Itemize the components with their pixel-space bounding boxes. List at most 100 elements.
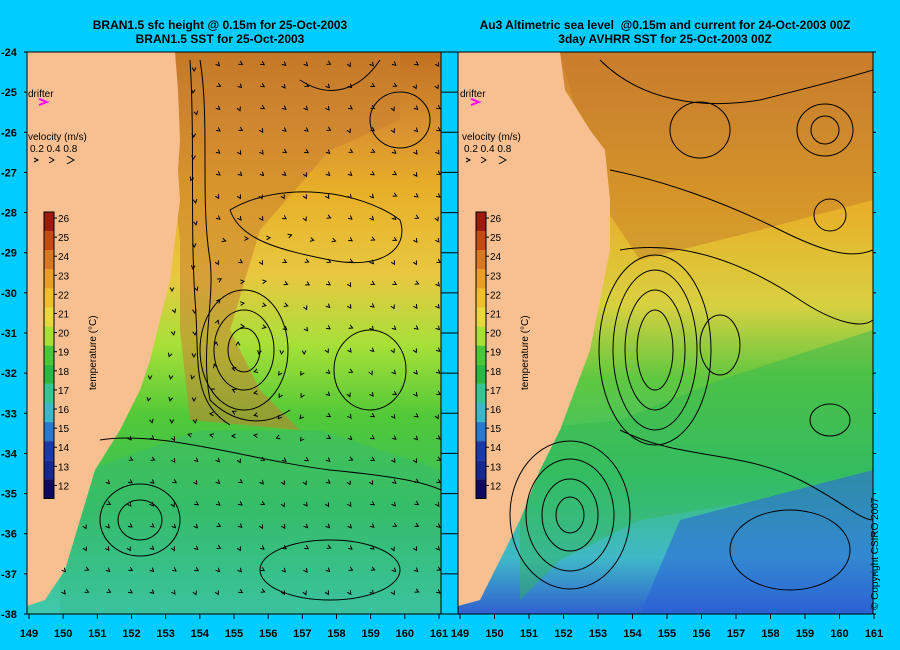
current-vector (187, 433, 193, 438)
right-colorbar: 26 25 24 23 22 21 20 19 18 17 16 15 14 13 12 (475, 211, 502, 499)
current-vector (392, 170, 398, 176)
current-vector (303, 305, 308, 311)
current-vector (191, 397, 197, 403)
current-vector (257, 349, 262, 355)
longitude-tick-label: 159 (361, 628, 379, 640)
latitude-tick-label: -26 (1, 127, 17, 139)
current-vector (191, 155, 196, 161)
latitude-axis: -24 -25 -26 -27 -28 -29 -30 -31 -32 -33 -34 -35 -36 -… (1, 47, 876, 621)
colorbar-tick-label: 19 (58, 348, 70, 359)
current-vector (260, 60, 266, 66)
current-vector (84, 566, 90, 571)
left-warm-current-core (170, 52, 400, 430)
colorbar-swatch (476, 212, 486, 232)
current-vector (231, 366, 237, 372)
current-vector (325, 303, 331, 309)
current-vector (238, 258, 244, 264)
current-vector (413, 567, 419, 573)
current-vector (281, 83, 286, 89)
left-drifter-label: drifter (28, 89, 54, 100)
current-vector (390, 414, 396, 419)
current-vector (413, 304, 418, 309)
current-vector (370, 566, 376, 571)
current-vector (303, 127, 309, 132)
current-vector (390, 260, 396, 266)
left-ssh-contours (99, 59, 441, 601)
current-vector (413, 193, 419, 198)
current-vector (435, 523, 441, 528)
current-vector (259, 479, 264, 485)
right-land-mask (458, 52, 610, 606)
current-vector (325, 457, 331, 462)
current-vector (304, 148, 310, 154)
longitude-tick-label: 161 (865, 628, 883, 640)
current-vector (167, 352, 173, 358)
current-vector (348, 456, 354, 461)
current-vector (324, 194, 330, 200)
current-vector (238, 478, 244, 484)
current-vector (392, 236, 398, 241)
current-vector (168, 374, 174, 380)
current-vector (190, 265, 196, 270)
current-vector (193, 480, 198, 485)
current-vector (346, 128, 351, 134)
current-vector (325, 391, 331, 397)
current-vector (347, 523, 352, 529)
current-vector (392, 82, 398, 87)
current-vector (147, 375, 153, 381)
current-vector (171, 308, 177, 314)
current-vector (238, 588, 244, 594)
current-vector (326, 434, 332, 440)
current-vector (348, 324, 354, 329)
current-vector (149, 545, 155, 551)
current-vector (348, 237, 353, 242)
latitude-tick-label: -33 (1, 408, 17, 420)
current-vector (435, 325, 441, 331)
current-vector (106, 500, 112, 505)
current-vector (368, 370, 373, 376)
current-vector (258, 216, 264, 221)
current-vector (61, 589, 66, 595)
left-colorbar: 26 25 24 23 22 21 20 19 18 17 16 15 14 13 12 (43, 211, 70, 499)
current-vector (170, 502, 175, 508)
current-vector (146, 396, 152, 402)
current-vector (192, 418, 198, 424)
right-warm-water-north (560, 52, 873, 260)
colorbar-swatch (44, 250, 54, 270)
current-vector (369, 589, 374, 595)
current-vector (281, 457, 287, 462)
current-vector (150, 456, 156, 461)
current-vector (278, 393, 283, 399)
current-vector (240, 323, 246, 329)
current-vector (260, 500, 266, 506)
right-panel-title: Au3 Altimetric sea level @0.15m and curr… (455, 18, 875, 46)
current-vector (208, 411, 214, 417)
current-vector (326, 544, 332, 549)
current-vector (301, 350, 307, 356)
current-vector (61, 567, 67, 573)
latitude-tick-label: -29 (1, 248, 17, 260)
current-vector (282, 148, 288, 153)
current-vector (299, 414, 304, 420)
right-drifter-marker (470, 98, 482, 106)
current-vector (216, 522, 222, 527)
current-vector (191, 243, 197, 249)
colorbar-swatch (44, 383, 54, 403)
current-vector (280, 194, 285, 200)
current-vector (325, 105, 330, 111)
colorbar-swatch (44, 231, 54, 251)
current-vector (434, 84, 439, 90)
current-vector (326, 281, 331, 286)
current-vector (347, 413, 352, 419)
current-vector (348, 368, 354, 373)
current-vector (260, 588, 266, 593)
current-vector (216, 82, 222, 87)
current-vector (304, 544, 310, 550)
colorbar-tick-label: 21 (58, 310, 70, 321)
colorbar-swatch (476, 307, 486, 327)
current-vector (392, 192, 398, 197)
left-current-vectors (61, 60, 441, 596)
colorbar-frame (43, 211, 55, 499)
current-vector (392, 522, 398, 527)
colorbar-tick-label: 18 (58, 367, 70, 378)
